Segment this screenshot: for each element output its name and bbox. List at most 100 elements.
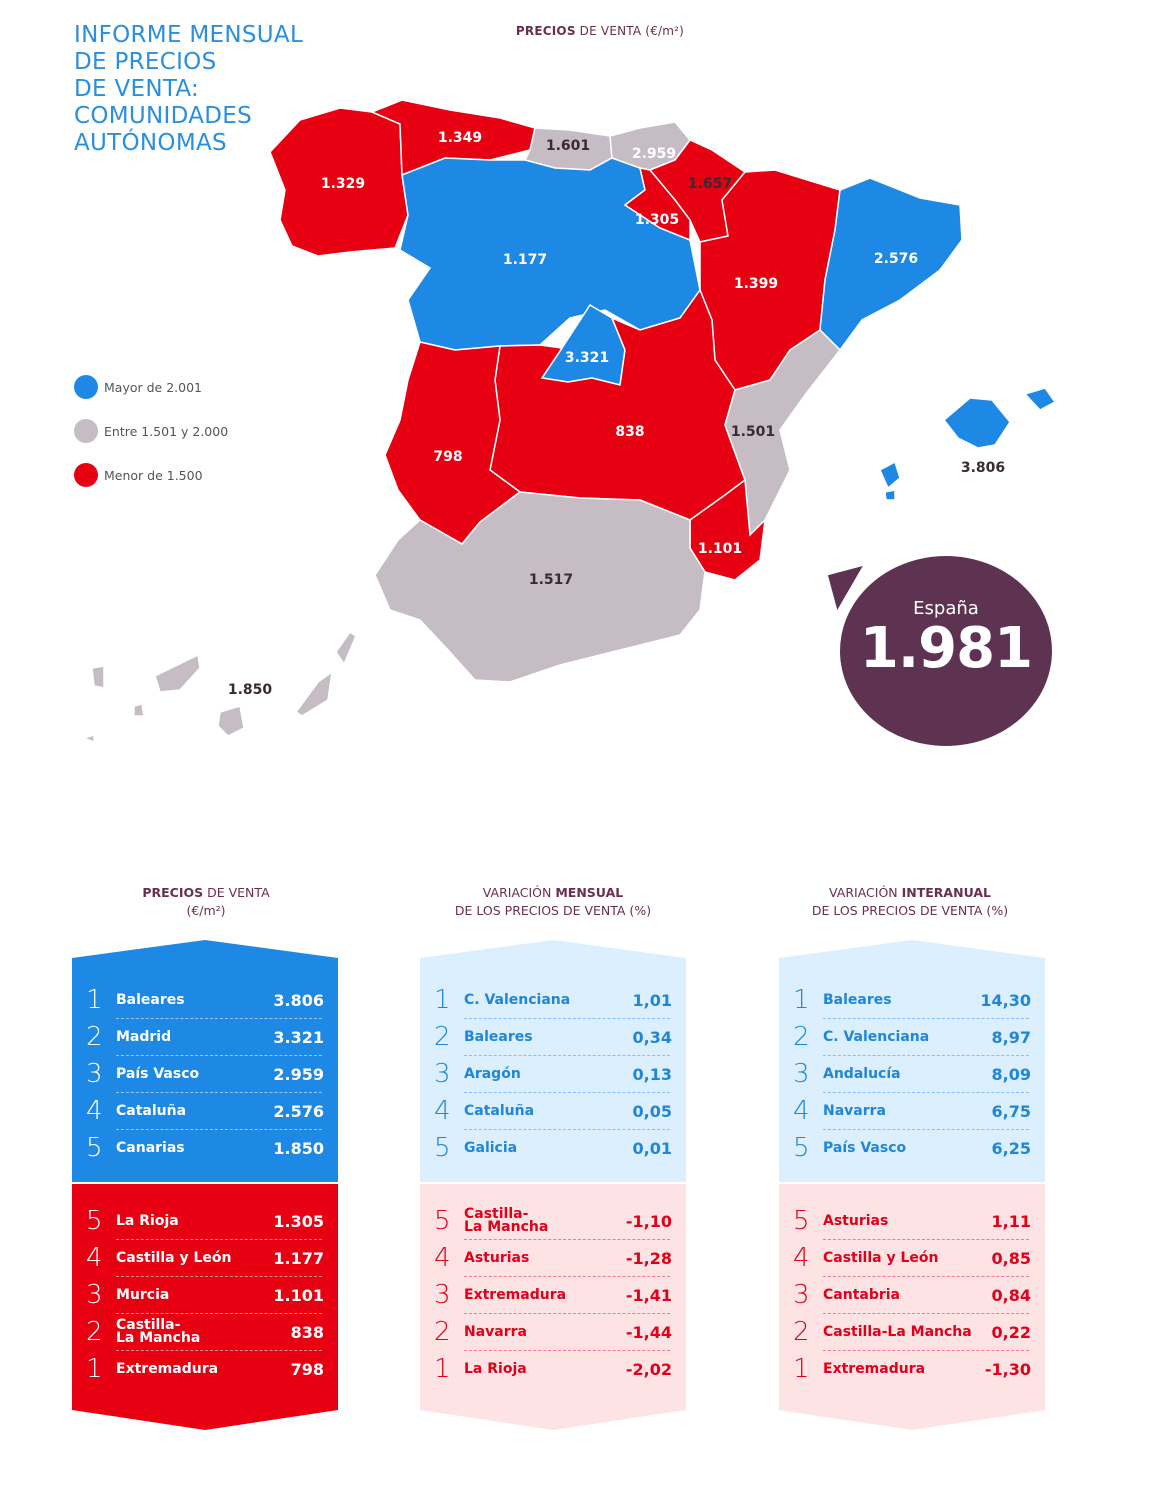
list-item: 1 C. Valenciana 1,01 xyxy=(434,985,672,1015)
rank-number: 2 xyxy=(793,1022,810,1052)
rank-number: 4 xyxy=(86,1243,103,1273)
region-name: Canarias xyxy=(116,1139,185,1156)
region-value: -1,10 xyxy=(625,1211,672,1231)
rank-number: 5 xyxy=(434,1133,451,1163)
region-value: 3.321 xyxy=(273,1027,324,1047)
rank-number: 2 xyxy=(434,1022,451,1052)
list-item: 1 Baleares 14,30 xyxy=(793,985,1031,1015)
region-value: 6,25 xyxy=(991,1138,1031,1158)
rank-number: 4 xyxy=(434,1096,451,1126)
region-name: Cataluña xyxy=(116,1102,187,1119)
list-item: 2 C. Valenciana 8,97 xyxy=(793,1022,1031,1052)
list-item: 5 País Vasco 6,25 xyxy=(793,1133,1031,1163)
list-item: 5 Galicia 0,01 xyxy=(434,1133,672,1163)
rank-number: 5 xyxy=(434,1206,451,1236)
region-name: Castilla- La Mancha xyxy=(116,1317,201,1346)
region-canarias[interactable] xyxy=(81,630,357,744)
rank-number: 2 xyxy=(86,1022,103,1052)
region-value: 838 xyxy=(290,1322,324,1342)
region-value: 8,97 xyxy=(991,1027,1031,1047)
rank-number: 2 xyxy=(86,1317,103,1347)
row-divider xyxy=(464,1129,670,1130)
rank-number: 5 xyxy=(793,1206,810,1236)
map-label-castilla-y-le-n: 1.177 xyxy=(503,252,547,268)
column-title-mensual: VARIACIÓN MENSUAL DE LOS PRECIOS DE VENT… xyxy=(413,884,693,920)
rank-number: 3 xyxy=(86,1280,103,1310)
list-item: 5 Canarias 1.850 xyxy=(86,1133,324,1163)
espana-label: España xyxy=(913,598,979,619)
list-item: 5 Asturias 1,11 xyxy=(793,1206,1031,1236)
row-divider xyxy=(464,1239,670,1240)
list-item: 2 Madrid 3.321 xyxy=(86,1022,324,1052)
region-value: 0,34 xyxy=(632,1027,672,1047)
row-divider xyxy=(823,1239,1029,1240)
list-item: 3 Extremadura -1,41 xyxy=(434,1280,672,1310)
region-value: 6,75 xyxy=(991,1101,1031,1121)
region-value: 0,13 xyxy=(632,1064,672,1084)
region-name: Extremadura xyxy=(823,1360,926,1377)
region-name: Madrid xyxy=(116,1028,172,1045)
column-title-precios-line2: (€/m²) xyxy=(186,903,226,918)
legend-label-mid: Entre 1.501 y 2.000 xyxy=(104,423,229,439)
column-title-interanual: VARIACIÓN INTERANUAL DE LOS PRECIOS DE V… xyxy=(770,884,1050,920)
region-value: 8,09 xyxy=(991,1064,1031,1084)
row-divider xyxy=(464,1092,670,1093)
map-label-la-rioja: 1.305 xyxy=(635,212,679,228)
panel-bottom-shape xyxy=(779,1184,1045,1430)
list-item: 2 Castilla-La Mancha 0,22 xyxy=(793,1317,1031,1347)
espana-value: 1.981 xyxy=(859,616,1033,681)
region-name: Extremadura xyxy=(464,1286,567,1303)
region-galicia[interactable] xyxy=(269,107,409,257)
region-value: -1,41 xyxy=(625,1285,672,1305)
legend-item-low: Menor de 1.500 xyxy=(74,463,228,487)
region-andalucia[interactable] xyxy=(374,491,706,683)
region-name: Castilla- La Mancha xyxy=(464,1206,549,1235)
region-name: País Vasco xyxy=(116,1065,200,1082)
region-cataluna[interactable] xyxy=(819,177,963,352)
spain-map: 1.329 1.349 1.601 2.959 1.657 1.305 1.177 1.399… xyxy=(81,100,1057,744)
rank-number: 4 xyxy=(86,1096,103,1126)
row-divider xyxy=(116,1313,322,1314)
region-value: 1.101 xyxy=(273,1285,324,1305)
rank-number: 4 xyxy=(793,1243,810,1273)
region-value: 1,11 xyxy=(991,1211,1031,1231)
report-title: INFORME MENSUAL DE PRECIOS DE VENTA: COM… xyxy=(74,22,304,156)
list-item: 4 Castilla y León 0,85 xyxy=(793,1243,1031,1273)
column-title-interanual-pre: VARIACIÓN xyxy=(829,885,902,900)
row-divider xyxy=(823,1350,1029,1351)
rank-number: 2 xyxy=(793,1317,810,1347)
map-label-catalu-a: 2.576 xyxy=(874,251,918,267)
rank-number: 1 xyxy=(86,1354,103,1384)
region-la-rioja[interactable] xyxy=(623,167,691,242)
map-label-navarra: 1.657 xyxy=(688,176,732,192)
panel-top-shape xyxy=(72,940,338,1182)
region-value: 0,22 xyxy=(991,1322,1031,1342)
rank-number: 3 xyxy=(793,1280,810,1310)
list-item: 2 Navarra -1,44 xyxy=(434,1317,672,1347)
map-title-rest: DE VENTA (€/m²) xyxy=(575,24,685,38)
column-title-mensual-pre: VARIACIÓN xyxy=(482,885,556,900)
row-divider xyxy=(823,1313,1029,1314)
list-item: 1 Baleares 3.806 xyxy=(86,985,324,1015)
panel-top-shape xyxy=(420,940,686,1182)
rank-number: 1 xyxy=(434,985,451,1015)
list-item: 2 Castilla- La Mancha 838 xyxy=(86,1317,324,1347)
list-item: 5 Castilla- La Mancha -1,10 xyxy=(434,1206,672,1236)
region-value: 3.806 xyxy=(273,990,324,1010)
region-name: Baleares xyxy=(823,991,892,1008)
region-baleares[interactable] xyxy=(879,387,1057,501)
column-title-mensual-bold: MENSUAL xyxy=(555,885,624,900)
region-valenciana[interactable] xyxy=(724,329,841,537)
region-name: Castilla-La Mancha xyxy=(823,1323,972,1340)
map-legend: Mayor de 2.001 Entre 1.501 y 2.000 Menor… xyxy=(74,375,228,507)
region-name: Baleares xyxy=(116,991,185,1008)
row-divider xyxy=(116,1276,322,1277)
column-title-interanual-line2: DE LOS PRECIOS DE VENTA (%) xyxy=(811,903,1009,918)
column-title-precios-rest: DE VENTA xyxy=(203,885,270,900)
region-value: 0,85 xyxy=(991,1248,1031,1268)
region-value: 2.959 xyxy=(273,1064,324,1084)
region-value: -1,44 xyxy=(625,1322,672,1342)
map-title: PRECIOS DE VENTA (€/m²) xyxy=(460,24,740,38)
region-value: 0,84 xyxy=(991,1285,1031,1305)
list-item: 3 Murcia 1.101 xyxy=(86,1280,324,1310)
